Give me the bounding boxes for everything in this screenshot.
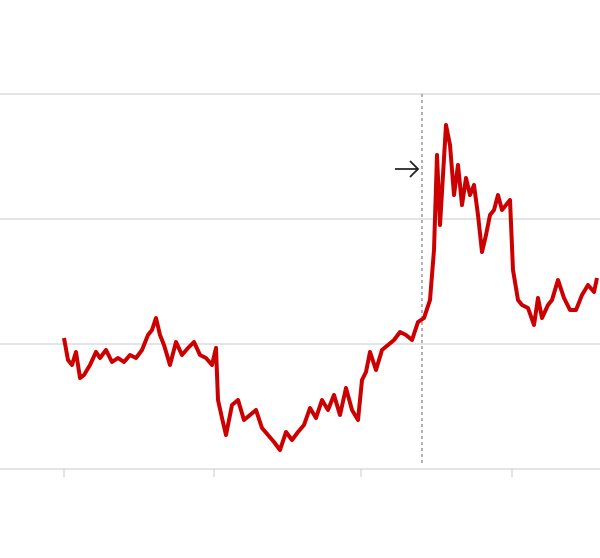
arrow (395, 160, 420, 178)
data-line (62, 123, 599, 452)
